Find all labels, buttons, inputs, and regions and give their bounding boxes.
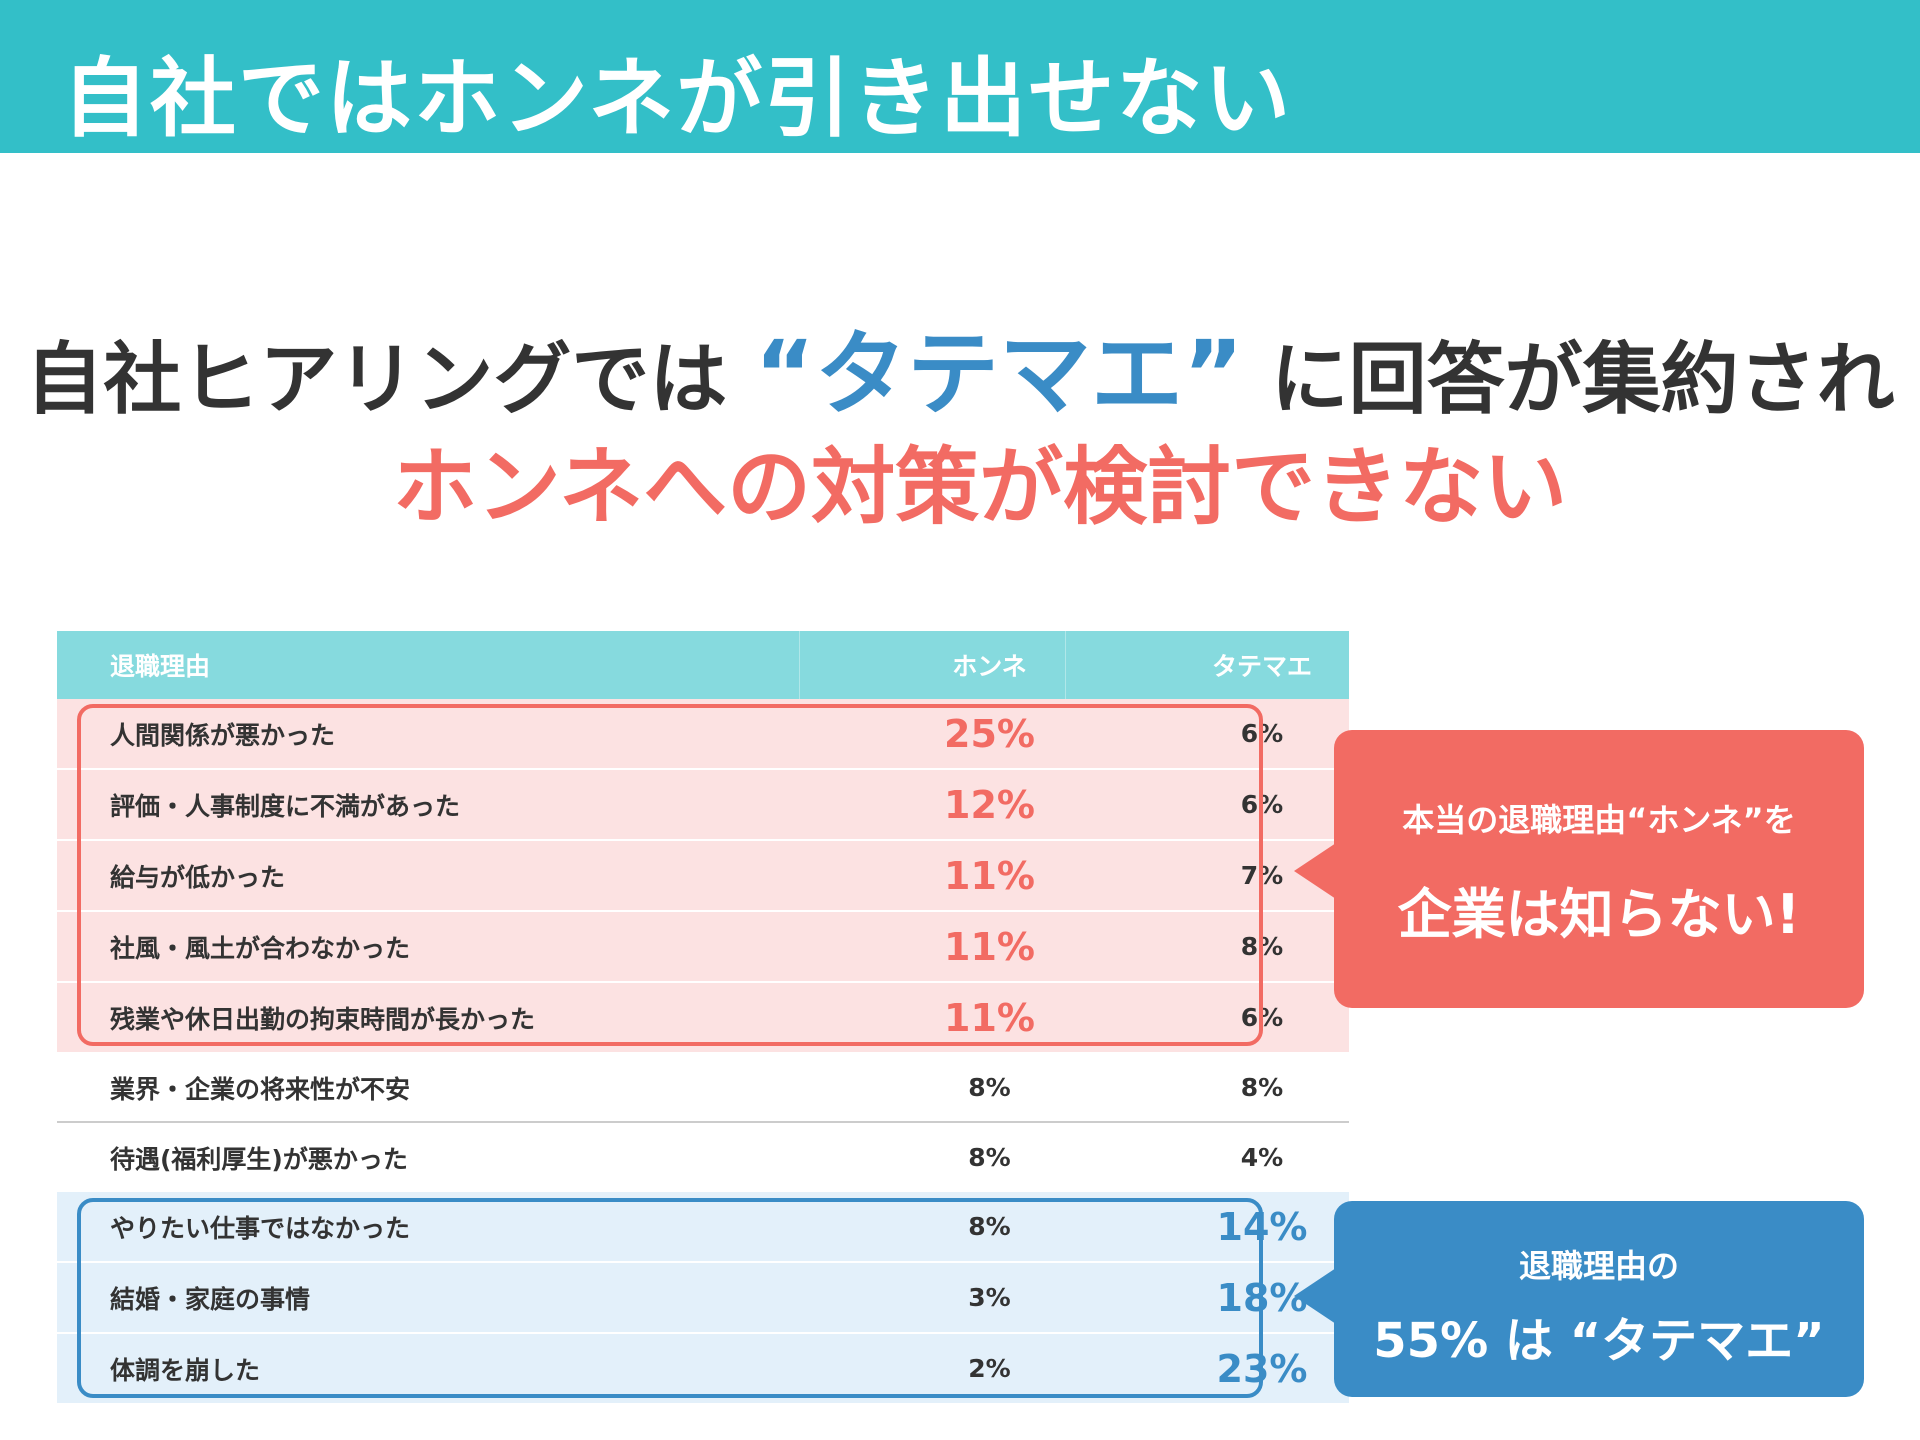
table-row: 評価・人事制度に不満があった 12% 6% <box>57 770 1349 841</box>
tatemae-highlight-frame <box>77 1198 1263 1398</box>
callout-honne-line1: 本当の退職理由“ホンネ”を <box>1402 801 1796 839</box>
honne-cell: 8% <box>968 1212 1011 1241</box>
callout-tatemae-line1: 退職理由の <box>1518 1247 1679 1285</box>
table-row: 業界・企業の将来性が不安 8% 8% <box>57 1054 1349 1123</box>
reason-cell: 待遇(福利厚生)が悪かった <box>110 1144 408 1174</box>
header-divider <box>1065 631 1066 699</box>
headline-before: 自社ヒアリングでは <box>25 335 728 425</box>
tatemae-cell: 8% <box>1240 1073 1284 1102</box>
reason-cell: 給与が低かった <box>110 862 286 892</box>
callout-honne: 本当の退職理由“ホンネ”を 企業は知らない! <box>1334 730 1864 1008</box>
reason-cell: やりたい仕事ではなかった <box>110 1213 411 1243</box>
callout-pointer <box>1294 843 1336 899</box>
reason-cell: 業界・企業の将来性が不安 <box>110 1074 411 1104</box>
headline-accent: “タテマエ” <box>754 321 1244 428</box>
honne-cell: 11% <box>944 995 1035 1040</box>
reason-table: 退職理由 ホンネ タテマエ 人間関係が悪かった 25% 6% 評価・人事制度に不… <box>57 631 1349 1405</box>
honne-cell: 2% <box>968 1354 1011 1383</box>
reason-cell: 結婚・家庭の事情 <box>110 1284 311 1314</box>
honne-cell: 12% <box>944 782 1035 827</box>
honne-cell: 8% <box>968 1073 1011 1102</box>
page-title: 自社ではホンネが引き出せない <box>62 49 1293 149</box>
callout-pointer <box>1294 1268 1336 1324</box>
table-header: 退職理由 ホンネ タテマエ <box>57 631 1349 699</box>
header-tatemae: タテマエ <box>1211 652 1312 681</box>
tatemae-cell: 4% <box>1240 1143 1284 1172</box>
headline-after: に回答が集約され <box>1270 335 1895 425</box>
header-divider <box>799 631 800 699</box>
reason-cell: 評価・人事制度に不満があった <box>110 791 461 821</box>
honne-cell: 11% <box>944 853 1035 898</box>
table-row: 人間関係が悪かった 25% 6% <box>57 699 1349 770</box>
headline: 自社ヒアリングでは “タテマエ” に回答が集約され <box>0 300 1920 433</box>
reason-cell: 残業や休日出勤の拘束時間が長かった <box>110 1004 536 1034</box>
table-row: やりたい仕事ではなかった 8% 14% <box>57 1192 1349 1263</box>
reason-cell: 人間関係が悪かった <box>110 720 336 750</box>
table-row: 待遇(福利厚生)が悪かった 8% 4% <box>57 1123 1349 1192</box>
table-row: 給与が低かった 11% 7% <box>57 841 1349 912</box>
callout-tatemae: 退職理由の 55% は “タテマエ” <box>1334 1201 1864 1397</box>
honne-cell: 25% <box>944 711 1035 756</box>
table-row: 結婚・家庭の事情 3% 18% <box>57 1263 1349 1334</box>
honne-cell: 3% <box>968 1283 1011 1312</box>
honne-highlight-frame <box>77 704 1263 1046</box>
honne-cell: 8% <box>968 1143 1011 1172</box>
headline-sub: ホンネへの対策が検討できない <box>392 438 1568 536</box>
header-honne: ホンネ <box>952 652 1027 681</box>
reason-cell: 体調を崩した <box>110 1355 261 1385</box>
reason-cell: 社風・風土が合わなかった <box>110 933 411 963</box>
header-bar: 自社ではホンネが引き出せない <box>0 0 1920 153</box>
callout-honne-line2: 企業は知らない! <box>1397 883 1801 946</box>
header-reason: 退職理由 <box>110 652 211 681</box>
callout-tatemae-line2: 55% は “タテマエ” <box>1373 1313 1825 1369</box>
honne-cell: 11% <box>944 924 1035 969</box>
